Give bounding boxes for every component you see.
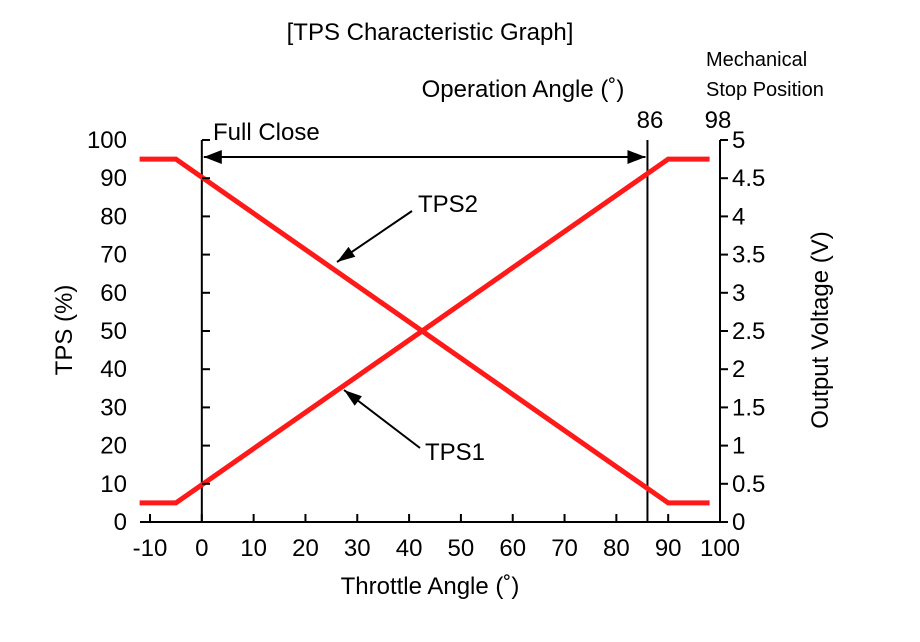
y2-axis-label: Output Voltage (V) xyxy=(807,231,834,428)
y-tick-label: 0 xyxy=(114,509,127,536)
y2-tick-label: 0.5 xyxy=(732,471,765,498)
operation-range-arrowhead-right xyxy=(627,150,646,164)
y-tick-label: 90 xyxy=(100,165,127,192)
operation-range-arrowhead-left xyxy=(203,150,222,164)
chart-title: [TPS Characteristic Graph] xyxy=(287,19,574,46)
x-tick-label: 80 xyxy=(603,535,630,562)
x-tick-label: 90 xyxy=(655,535,682,562)
tps1-label: TPS1 xyxy=(425,439,485,466)
x-tick-label: 60 xyxy=(499,535,526,562)
tps2-pointer-head xyxy=(337,246,356,262)
full-close-label: Full Close xyxy=(213,119,320,146)
annotations xyxy=(203,150,646,449)
y-tick-label: 70 xyxy=(100,242,127,269)
y-tick-label: 30 xyxy=(100,394,127,421)
operation-angle-value: 86 xyxy=(637,107,664,134)
y-tick-label: 100 xyxy=(87,127,127,154)
x-tick-label: -10 xyxy=(133,535,168,562)
tick-marks: -10 0 10 20 30 40 50 60 70 80 90 100010203040506070… xyxy=(87,127,765,562)
y2-tick-label: 1.5 xyxy=(732,394,765,421)
x-tick-label: 30 xyxy=(344,535,371,562)
y-tick-label: 50 xyxy=(100,318,127,345)
series-lines xyxy=(139,156,710,506)
y2-tick-label: 4.5 xyxy=(732,165,765,192)
x-tick-label: 20 xyxy=(292,535,319,562)
y2-tick-label: 2 xyxy=(732,356,745,383)
axis-lines xyxy=(140,140,721,523)
y-tick-label: 10 xyxy=(100,471,127,498)
y-tick-label: 60 xyxy=(100,280,127,307)
mechanical-stop-line1: Mechanical xyxy=(706,49,807,71)
x-axis-label: Throttle Angle (˚) xyxy=(341,573,520,600)
y2-tick-label: 5 xyxy=(732,127,745,154)
y2-tick-label: 0 xyxy=(732,509,745,536)
y-tick-label: 80 xyxy=(100,203,127,230)
y2-tick-label: 3 xyxy=(732,280,745,307)
x-tick-label: 0 xyxy=(195,535,208,562)
mechanical-stop-line2: Stop Position xyxy=(706,79,824,101)
y2-tick-label: 4 xyxy=(732,203,745,230)
operation-angle-label: Operation Angle (˚) xyxy=(422,76,625,103)
y-tick-label: 40 xyxy=(100,356,127,383)
y2-tick-label: 1 xyxy=(732,433,745,460)
y-tick-label: 20 xyxy=(100,433,127,460)
y2-tick-label: 2.5 xyxy=(732,318,765,345)
series-tps2-line xyxy=(139,156,710,506)
x-tick-label: 10 xyxy=(240,535,267,562)
x-tick-label: 50 xyxy=(448,535,475,562)
tps2-label: TPS2 xyxy=(418,191,478,218)
x-tick-label: 40 xyxy=(396,535,423,562)
y-axis-label: TPS (%) xyxy=(51,285,78,376)
tps1-pointer-head xyxy=(344,390,362,406)
mechanical-stop-value: 98 xyxy=(705,107,732,134)
x-tick-label: 70 xyxy=(551,535,578,562)
x-tick-label: 100 xyxy=(700,535,740,562)
y2-tick-label: 3.5 xyxy=(732,242,765,269)
